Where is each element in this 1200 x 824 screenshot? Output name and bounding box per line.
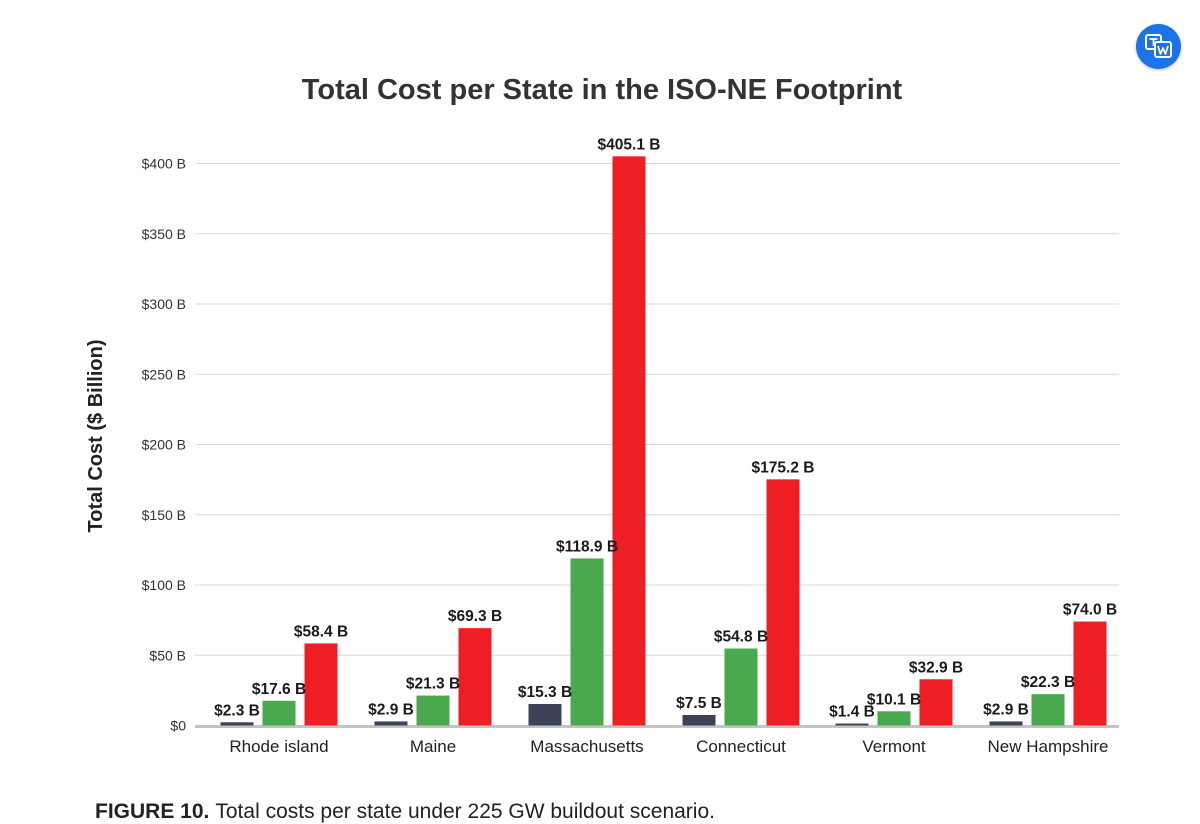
data-label: $10.1 B — [867, 691, 921, 708]
y-tick-label: $50 B — [149, 647, 186, 663]
bar — [989, 721, 1023, 726]
data-label: $2.3 B — [214, 702, 260, 719]
data-label: $17.6 B — [252, 681, 306, 698]
y-tick-label: $400 B — [142, 156, 186, 172]
y-tick-label: $250 B — [142, 366, 186, 382]
y-tick-label: $100 B — [142, 577, 186, 593]
chart-title: Total Cost per State in the ISO-NE Footp… — [302, 74, 903, 106]
x-tick-label: Connecticut — [696, 737, 786, 756]
bar — [1073, 621, 1107, 726]
bar — [835, 723, 869, 726]
figure-number: FIGURE 10. — [95, 800, 210, 823]
bar — [682, 714, 716, 726]
data-label: $118.9 B — [556, 538, 618, 555]
bar — [220, 722, 254, 726]
bar — [416, 695, 450, 726]
x-tick-label: Maine — [410, 737, 456, 756]
data-label: $15.3 B — [518, 684, 572, 701]
y-tick-label: $200 B — [142, 437, 186, 453]
figure-caption-text: Total costs per state under 225 GW build… — [215, 800, 715, 823]
data-label: $32.9 B — [909, 659, 963, 676]
bar — [612, 156, 646, 726]
x-tick-label: New Hampshire — [988, 737, 1109, 756]
data-label: $7.5 B — [676, 695, 722, 712]
data-label: $22.3 B — [1021, 674, 1075, 691]
translate-button[interactable] — [1136, 24, 1181, 69]
bar — [766, 479, 800, 726]
data-label: $175.2 B — [752, 459, 815, 476]
data-label: $2.9 B — [983, 701, 1029, 718]
data-label: $21.3 B — [406, 676, 460, 693]
data-label: $1.4 B — [829, 704, 875, 721]
data-label: $69.3 B — [448, 608, 502, 625]
data-label: $54.8 B — [714, 629, 768, 646]
y-tick-label: $150 B — [142, 507, 186, 523]
data-label: $2.9 B — [368, 701, 414, 718]
bar — [919, 679, 953, 726]
figure-caption: FIGURE 10. Total costs per state under 22… — [95, 800, 1095, 824]
bar — [570, 558, 604, 726]
y-tick-label: $0 — [170, 718, 186, 734]
bar — [528, 704, 562, 726]
x-tick-label: Vermont — [862, 737, 926, 756]
y-axis-label: Total Cost ($ Billion) — [85, 340, 107, 533]
bar — [262, 700, 296, 726]
bar — [1031, 694, 1065, 726]
data-label: $405.1 B — [598, 136, 661, 153]
bar — [458, 628, 492, 726]
bar — [374, 721, 408, 726]
data-label: $74.0 B — [1063, 602, 1117, 619]
y-tick-label: $350 B — [142, 226, 186, 242]
data-label: $58.4 B — [294, 623, 348, 640]
y-tick-label: $300 B — [142, 296, 186, 312]
x-tick-label: Rhode island — [229, 737, 328, 756]
x-tick-label: Massachusetts — [530, 737, 643, 756]
bar — [724, 648, 758, 726]
translate-icon — [1145, 34, 1172, 58]
bar — [877, 711, 911, 726]
bar — [304, 643, 338, 726]
